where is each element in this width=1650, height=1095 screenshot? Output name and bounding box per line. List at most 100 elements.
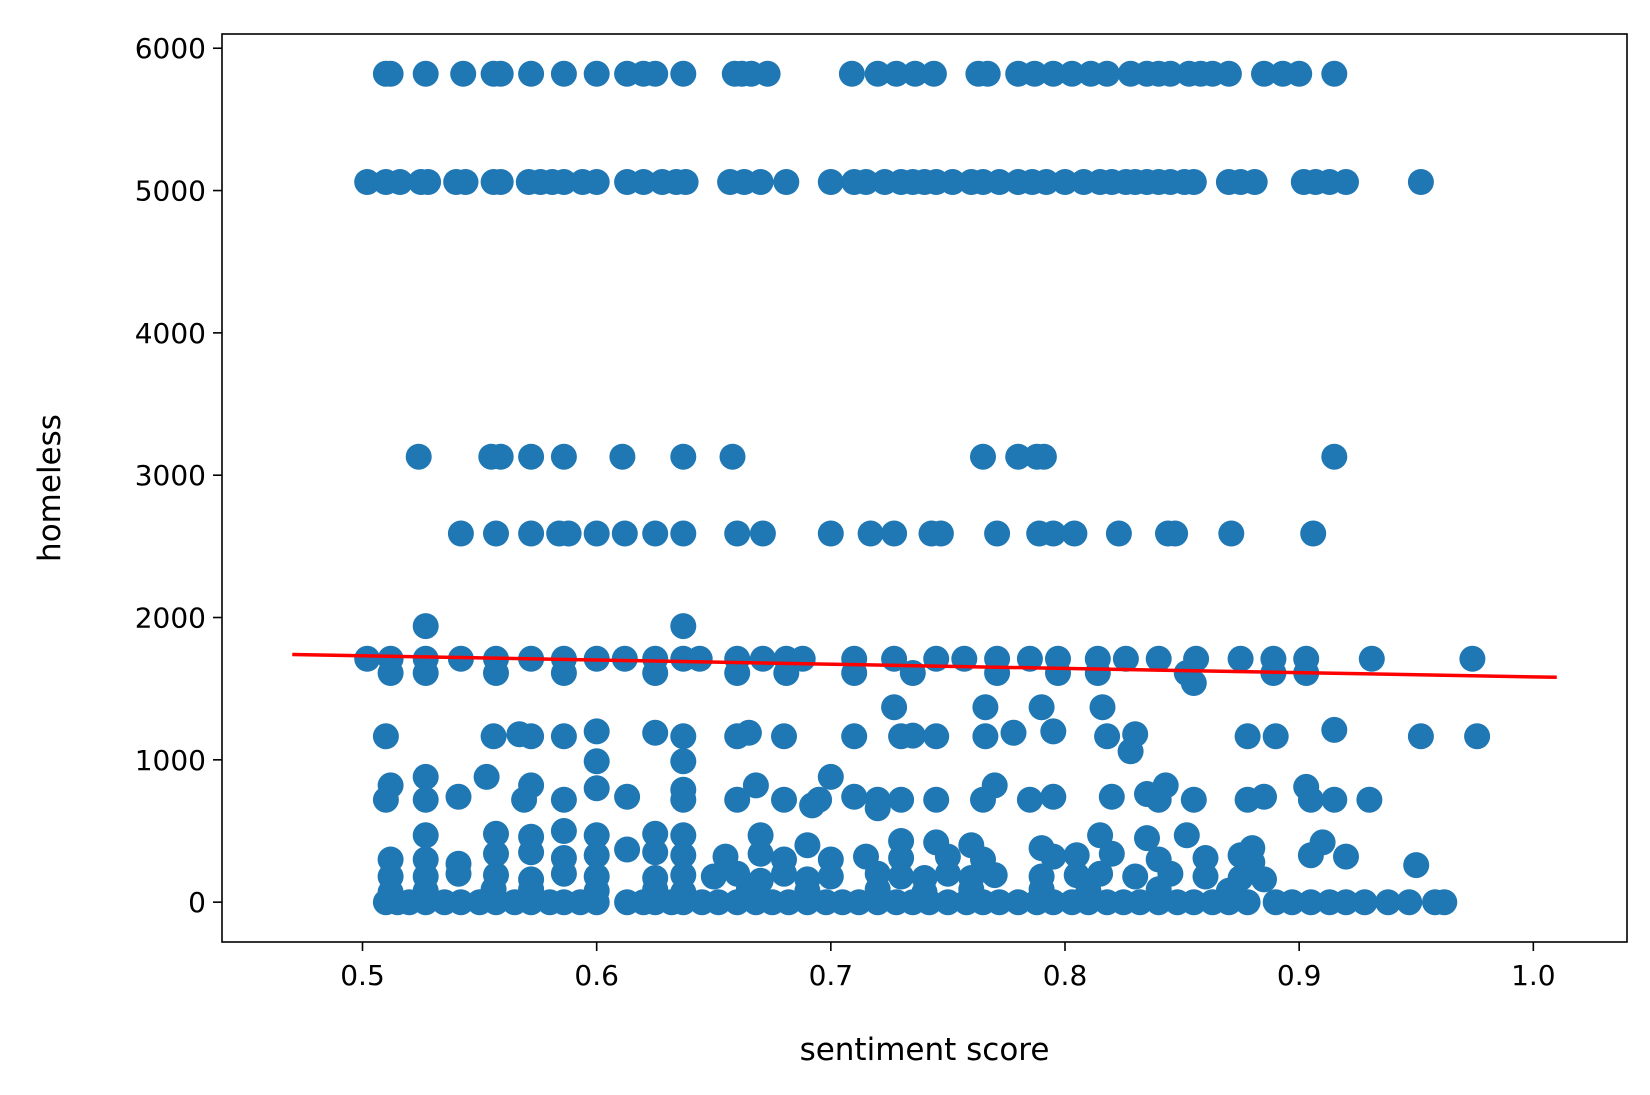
data-point [377,660,404,686]
data-point [412,763,439,790]
data-point [1407,723,1434,750]
data-point [1040,783,1067,810]
y-tick-label: 3000 [135,459,206,492]
data-point [473,763,500,790]
data-point [1040,718,1067,745]
data-point [1045,660,1071,686]
data-point [642,520,669,547]
data-point [1098,840,1125,867]
data-point [972,694,999,721]
data-point [742,772,769,799]
data-point [775,889,802,916]
data-point [864,795,891,822]
data-point [670,889,697,916]
data-point [773,169,800,195]
data-point [1030,443,1057,470]
data-point [771,860,797,887]
data-point [1134,781,1160,807]
data-point [1227,645,1254,672]
data-point [1094,60,1121,87]
data-point [1005,889,1032,916]
data-point [1033,169,1060,195]
data-point [1215,60,1242,87]
y-axis-label: homeless [32,414,68,562]
data-point [1105,520,1132,547]
data-point [1016,645,1043,672]
data-point [642,660,669,686]
data-point [555,520,582,547]
data-point [1297,842,1324,869]
data-point [483,820,509,847]
data-point [1122,863,1149,890]
data-point [974,60,1001,87]
data-point [1333,843,1359,870]
data-point [888,845,915,871]
data-point [670,842,697,869]
data-point [1321,443,1348,470]
data-point [1094,723,1121,750]
data-point [916,889,943,916]
data-point [1180,169,1207,195]
data-point [1173,822,1200,849]
data-point [1059,60,1085,87]
data-point [1040,60,1067,87]
data-point [1192,863,1219,890]
data-point [1162,520,1189,547]
data-point [1300,520,1327,547]
data-point [511,786,538,813]
data-point [583,169,610,195]
data-point [483,840,509,867]
data-point [642,719,669,746]
data-point [1251,783,1277,810]
data-point [670,748,697,775]
data-point [923,723,950,750]
data-point [1464,723,1491,750]
data-point [387,169,413,195]
data-point [372,786,399,813]
data-point [857,520,884,547]
data-point [550,818,577,844]
data-point [1375,889,1402,916]
data-point [550,860,577,887]
data-point [447,520,474,547]
data-point [817,763,844,790]
data-point [1117,738,1144,765]
data-points [354,60,1491,916]
data-point [1241,169,1268,195]
data-point [972,723,999,750]
data-point [614,836,641,863]
y-tick-label: 6000 [135,32,206,65]
data-point [1145,889,1172,916]
data-point [1351,889,1378,916]
data-point [1145,645,1172,672]
data-point [583,718,610,745]
data-point [1180,670,1207,696]
data-point [354,645,381,672]
data-point [817,169,844,195]
data-point [881,694,908,721]
data-point [1000,719,1027,746]
data-point [724,889,751,916]
data-point [1403,852,1430,879]
data-point [1297,889,1324,916]
data-point [1234,889,1261,916]
y-tick-label: 5000 [135,175,206,208]
data-point [1126,889,1153,916]
data-point [583,889,610,916]
data-point [934,860,961,887]
data-point [452,169,479,195]
data-point [1297,786,1324,813]
data-point [1251,866,1277,893]
data-point [1134,825,1160,852]
data-point [817,863,844,890]
data-point [724,660,751,686]
data-point [771,723,797,750]
data-point [1218,520,1245,547]
data-point [864,60,891,87]
y-tick-label: 1000 [135,744,206,777]
data-point [1063,842,1090,869]
data-point [864,889,891,916]
data-point [405,443,432,470]
